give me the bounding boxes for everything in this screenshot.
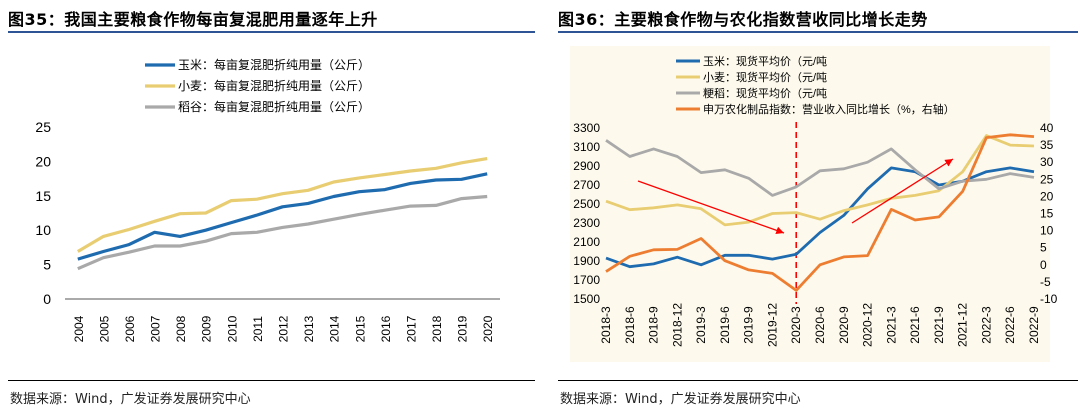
y-right-tick-label: 5 [1040, 241, 1047, 255]
left-bottom-rule [8, 380, 535, 381]
y-right-tick-label: 10 [1040, 224, 1054, 238]
x-tick-label: 2009 [200, 315, 214, 342]
x-tick-label: 2021-9 [932, 306, 946, 344]
x-tick-label: 2019-6 [718, 306, 732, 344]
x-tick-label: 2022-9 [1027, 306, 1041, 344]
x-tick-label: 2018 [430, 315, 444, 342]
right-chart-background [570, 46, 1050, 362]
y-left-tick-label: 3300 [573, 121, 600, 135]
y-right-tick-label: 40 [1040, 121, 1054, 135]
y-right-tick-label: -10 [1040, 292, 1058, 306]
left-chart-title: 图35：我国主要粮食作物每亩复混肥用量逐年上升 [8, 10, 378, 29]
right-chart: 1500 1700 1900 2100 2300 2500 2700 2900 3100 3300… [573, 54, 1057, 347]
legend-label: 粳稻：现货平均价（元/吨 [703, 86, 827, 100]
x-tick-label: 2021-12 [956, 303, 970, 347]
x-tick-label: 2018-6 [623, 306, 637, 344]
y-tick-label: 25 [35, 119, 51, 135]
y-right-tick-label: 30 [1040, 155, 1054, 169]
y-right-tick-label: 15 [1040, 207, 1054, 221]
legend-label: 申万农化制品指数：营业收入同比增长（%，右轴） [703, 102, 955, 116]
legend-label: 小麦：每亩复混肥折纯用量（公斤） [178, 78, 370, 93]
x-tick-label: 2018-9 [647, 306, 661, 344]
y-tick-label: 0 [43, 291, 51, 307]
legend-label: 玉米：现货平均价（元/吨 [703, 54, 827, 68]
legend-label: 稻谷：每亩复混肥折纯用量（公斤） [178, 99, 370, 114]
x-tick-label: 2021-6 [908, 306, 922, 344]
y-right-tick-label: 35 [1040, 138, 1054, 152]
x-tick-label: 2020-9 [837, 306, 851, 344]
x-tick-label: 2020-12 [861, 303, 875, 347]
series-line-yellow [605, 134, 1035, 227]
trend-arrow-down [637, 180, 785, 235]
x-tick-label: 2018-12 [670, 303, 684, 347]
x-tick-label: 2005 [97, 315, 111, 342]
x-tick-label: 2013 [302, 315, 316, 342]
y-left-tick-label: 3100 [573, 140, 600, 154]
right-bottom-rule [558, 380, 1078, 381]
x-tick-label: 2019-9 [742, 306, 756, 344]
x-tick-label: 2019 [456, 315, 470, 342]
legend-label: 小麦：现货平均价（元/吨 [703, 70, 827, 84]
y-tick-label: 5 [43, 257, 51, 273]
x-tick-label: 2011 [251, 316, 265, 342]
x-tick-label: 2004 [72, 315, 86, 342]
x-tick-label: 2019-3 [694, 306, 708, 344]
x-tick-label: 2006 [123, 315, 137, 342]
right-source-note: 数据来源：Wind，广发证券发展研究中心 [560, 392, 801, 407]
trend-arrow-up [851, 158, 954, 224]
series-line-gray [77, 194, 488, 271]
series-line-orange [605, 133, 1035, 292]
x-tick-label: 2018-3 [599, 306, 613, 344]
y-right-tick-label: 0 [1040, 258, 1047, 272]
left-title-rule [8, 31, 535, 33]
x-tick-label: 2022-3 [979, 306, 993, 344]
series-line-blue [77, 172, 488, 261]
right-chart-title: 图36：主要粮食作物与农化指数营收同比增长走势 [558, 10, 928, 29]
x-tick-label: 2021-3 [884, 306, 898, 344]
x-tick-label: 2020 [481, 315, 495, 342]
y-tick-label: 20 [35, 153, 51, 169]
left-chart: 0 5 10 15 20 25 2004 2005 2006 2007 2008 2009 2010 20… [35, 57, 500, 342]
x-tick-label: 2022-6 [1003, 306, 1017, 344]
x-tick-label: 2014 [328, 315, 342, 342]
x-tick-label: 2020-6 [813, 306, 827, 344]
x-tick-label: 2008 [174, 315, 188, 342]
y-left-tick-label: 2300 [573, 216, 600, 230]
x-tick-label: 2016 [379, 315, 393, 342]
y-right-tick-label: 20 [1040, 189, 1054, 203]
x-tick-label: 2017 [404, 315, 418, 342]
x-tick-label: 2007 [149, 315, 163, 342]
y-left-tick-label: 1900 [573, 254, 600, 268]
y-left-tick-label: 2900 [573, 159, 600, 173]
left-source-note: 数据来源：Wind，广发证券发展研究中心 [10, 392, 251, 407]
y-left-tick-label: 2500 [573, 197, 600, 211]
y-left-tick-label: 2700 [573, 178, 600, 192]
x-tick-label: 2020-3 [789, 306, 803, 344]
y-left-tick-label: 1700 [573, 273, 600, 287]
x-tick-label: 2010 [225, 315, 239, 342]
x-tick-label: 2019-12 [765, 303, 779, 347]
x-tick-label: 2012 [277, 315, 291, 342]
legend-label: 玉米：每亩复混肥折纯用量（公斤） [178, 57, 370, 72]
y-tick-label: 15 [35, 188, 51, 204]
y-right-tick-label: -5 [1040, 275, 1051, 289]
y-tick-label: 10 [35, 222, 51, 238]
y-left-tick-label: 1500 [573, 292, 600, 306]
x-tick-label: 2015 [353, 315, 367, 342]
y-right-tick-label: 25 [1040, 172, 1054, 186]
series-line-gray [605, 139, 1035, 197]
series-line-yellow [76, 157, 488, 253]
right-title-rule [558, 31, 1078, 33]
y-left-tick-label: 2100 [573, 235, 600, 249]
